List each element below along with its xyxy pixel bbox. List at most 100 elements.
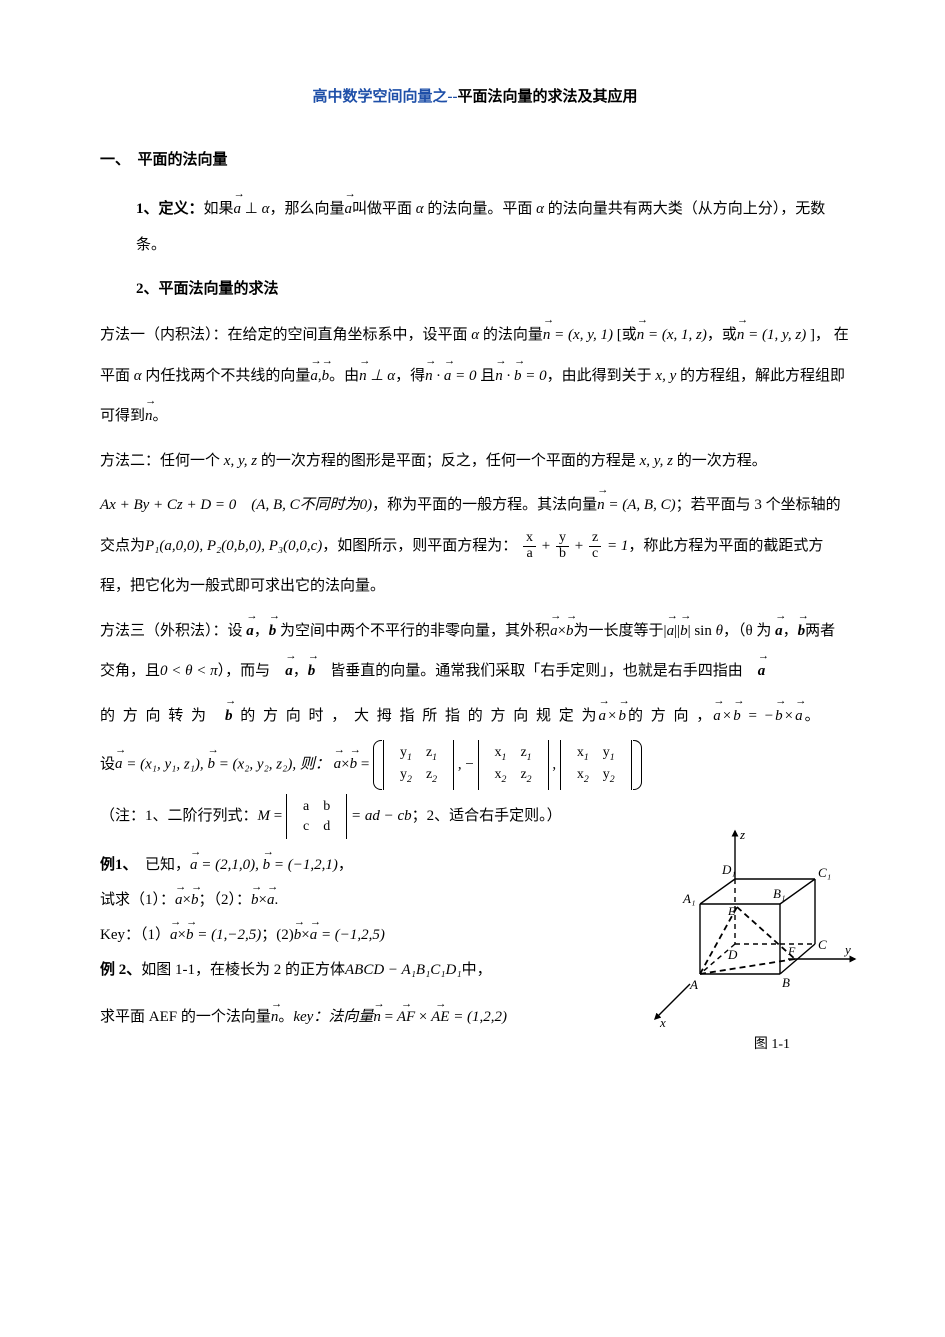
ex1-veca3: a (267, 884, 275, 917)
m1-t2: 的法向量 (483, 327, 543, 343)
m1-t3: [或 (613, 327, 637, 343)
document-page: 高中数学空间向量之--平面法向量的求法及其应用 一、 平面的法向量 1、定义：如… (0, 0, 945, 1096)
m3-setlabel: 设 (100, 756, 115, 772)
svg-text:B: B (782, 975, 790, 990)
m2-pts: P₁(a,0,0), P₂(0,b,0), P₃(0,0,c) (145, 538, 322, 554)
m1-nxy1: = (x, y, 1) (554, 327, 613, 343)
ex2-ans: = (1,2,2) (453, 1009, 507, 1025)
def-text-3: 叫做平面 (352, 201, 412, 217)
vec-a-set: a (115, 744, 123, 785)
ex2-key: key：法向量 (293, 1009, 373, 1025)
svg-text:x: x (659, 1015, 666, 1029)
m2-xyz-2: x, y, z (640, 453, 673, 469)
vec-a-m3c: a (285, 651, 293, 692)
alpha-3: α (536, 201, 544, 217)
vec-a-cross: a (550, 611, 558, 652)
det-1: y1z1y2z2 (383, 740, 454, 790)
vec-a-m3b: a (775, 611, 783, 652)
method-3: 方法三（外积法）：设 a，b 为空间中两个不平行的非零向量，其外积a×b为一长度… (100, 611, 850, 692)
svg-text:z: z (739, 829, 745, 842)
m3-t9: 的 方 向 时 ， 大 拇 指 所 指 的 方 向 规 定 为 (240, 708, 598, 724)
formula-paren: y1z1y2z2 , − x1z1x2z2 , x1y1x2y2 (373, 740, 642, 790)
vec-b-f: b (350, 744, 358, 785)
svg-text:y: y (843, 942, 851, 957)
vec-a-2: a (345, 191, 353, 227)
example-area: z y x (100, 849, 850, 1034)
m2-t2: 的一次方程的图形是平面；反之，任何一个平面的方程是 (261, 453, 636, 469)
ex2-cube: ABCD − A₁B₁C₁D₁ (345, 962, 462, 978)
m2-t3: 的一次方程。 (677, 453, 767, 469)
ex1-label: 例1、 (100, 857, 130, 873)
m3-t2: 为空间中两个不平行的非零向量，其外积 (280, 623, 550, 639)
method-2: 方法二：任何一个 x, y, z 的一次方程的图形是平面；反之，任何一个平面的方… (100, 441, 850, 482)
m3-note: （注：1、二阶行列式： (100, 808, 258, 824)
ex1-key1: （1） (140, 927, 170, 943)
ex1-key2: ；(2) (261, 927, 294, 943)
ex1-t2: 试求（1）： (100, 892, 175, 908)
vec-b-cross2: b (619, 696, 629, 737)
vec-b-m3d: b (225, 696, 235, 737)
ex1-keylabel: Key： (100, 927, 140, 943)
alpha-2: α (416, 201, 424, 217)
vec-n-1: n (543, 315, 551, 356)
ex2-vecn2: n (373, 1001, 381, 1034)
m2-t1: 任何一个 (160, 453, 220, 469)
frac-zc: zc (589, 531, 601, 561)
vec-a-m3: a (246, 611, 254, 652)
vec-a-ac: a (713, 696, 723, 737)
vec-a-ac2: a (795, 696, 805, 737)
eq0-2: = 0 (525, 368, 546, 384)
frac-xa: xa (523, 531, 536, 561)
m3-noteeq: = ad − cb (351, 808, 412, 824)
definition-label: 1、定义： (136, 201, 204, 217)
ex1-ans1: = (1,−2,5) (197, 927, 261, 943)
m1-nbdot: · (507, 368, 511, 384)
section-1-heading: 一、 平面的法向量 (100, 143, 850, 178)
m2-label: 方法二： (100, 453, 160, 469)
ex2-t3: 求平面 AEF 的一个法向量 (100, 1009, 271, 1025)
vec-n-m2: n (597, 485, 605, 526)
def-text-1: 如果 (204, 201, 234, 217)
m2-t6: ，如图所示，则平面方程为： (322, 538, 517, 554)
vec-a-m1b: a (444, 356, 452, 397)
m1-t8: 。由 (329, 368, 359, 384)
ex2-vecn: n (271, 1001, 279, 1034)
vec-n-2: n (637, 315, 645, 356)
ex1-veca-k2: a (310, 919, 318, 952)
vec-a-m1: a (310, 356, 318, 397)
ex2-label: 例 2、 (100, 962, 141, 978)
frac-yb: yb (556, 531, 569, 561)
ex2-t1: 如图 1-1，在棱长为 2 的正方体 (141, 962, 345, 978)
svg-text:D₁: D₁ (721, 862, 736, 877)
det-3: x1y1x2y2 (560, 740, 632, 790)
ex1-t1: 已知， (145, 857, 190, 873)
method-3-line2: 的 方 向 转 为 b 的 方 向 时 ， 大 拇 指 所 指 的 方 向 规 … (100, 696, 850, 737)
title-black-part: 平面法向量的求法及其应用 (457, 89, 637, 105)
vec-AE: AE (431, 1001, 449, 1034)
vec-AF: AF (397, 1001, 415, 1034)
m1-t7: 内任找两个不共线的向量 (145, 368, 310, 384)
m1-t4: ，或 (707, 327, 737, 343)
vec-n-4: n (359, 356, 367, 397)
svg-text:C: C (818, 937, 827, 952)
m1-and: 且 (480, 368, 495, 384)
method-3-formula: 设a = (x₁, y₁, z₁), b = (x₂, y₂, z₂), 则： … (100, 740, 850, 790)
ex1-aval: = (2,1,0), (201, 857, 259, 873)
m3-acomp: = (x₁, y₁, z₁), (126, 756, 203, 772)
m1-t10: ，由此得到关于 (547, 368, 652, 384)
vec-b-m3c: b (308, 651, 316, 692)
m3-period2: 。 (805, 708, 822, 724)
m1-t5: ]， (806, 327, 830, 343)
ex1-veca-k: a (170, 919, 178, 952)
m1-period: 。 (153, 408, 168, 424)
svg-text:F: F (787, 944, 796, 958)
cube-figure: z y x (640, 829, 860, 1049)
vec-b-cross: b (566, 611, 574, 652)
m3-t8: 的 方 向 转 为 (100, 708, 208, 724)
vec-a-f: a (334, 744, 342, 785)
title-blue-part: 高中数学空间向量之-- (312, 89, 457, 105)
m3-label: 方法三（外积法）： (100, 623, 228, 639)
ex1-t3: ；（2）： (198, 892, 251, 908)
ex1-comma: ， (338, 857, 353, 873)
def-text-2: ，那么向量 (269, 201, 344, 217)
